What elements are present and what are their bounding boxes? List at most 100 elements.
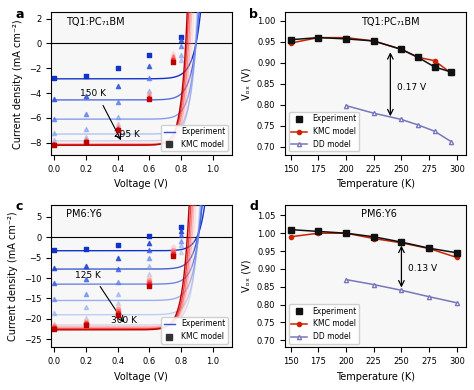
Point — [114, 127, 121, 133]
Point — [114, 308, 121, 314]
Point — [114, 303, 121, 310]
X-axis label: Temperature (K): Temperature (K) — [336, 179, 415, 190]
Point — [177, 37, 185, 43]
Point — [82, 126, 90, 132]
Point — [51, 96, 58, 103]
Point — [114, 266, 121, 272]
Point — [146, 240, 153, 246]
Point — [146, 283, 153, 289]
Point — [169, 250, 177, 257]
Point — [146, 275, 153, 281]
Legend: Experiment, KMC model, DD model: Experiment, KMC model, DD model — [289, 304, 359, 344]
Point — [146, 279, 153, 285]
Point — [146, 281, 153, 287]
Point — [82, 263, 90, 269]
Point — [146, 51, 153, 58]
Text: 0.17 V: 0.17 V — [397, 83, 426, 92]
Point — [146, 255, 153, 261]
Point — [177, 43, 185, 49]
Point — [169, 252, 177, 259]
Y-axis label: Vₒₓ (V): Vₒₓ (V) — [241, 67, 251, 100]
Y-axis label: Current density (mA cm⁻²): Current density (mA cm⁻²) — [9, 211, 18, 341]
Point — [51, 141, 58, 147]
Point — [114, 99, 121, 105]
Point — [114, 124, 121, 130]
Point — [51, 130, 58, 136]
Point — [82, 315, 90, 321]
Text: 295 K: 295 K — [114, 129, 140, 138]
Text: TQ1:PC₇₁BM: TQ1:PC₇₁BM — [65, 17, 124, 27]
Text: 300 K: 300 K — [111, 316, 137, 325]
Text: PM6:Y6: PM6:Y6 — [361, 209, 397, 219]
Point — [146, 95, 153, 101]
Point — [146, 91, 153, 98]
Point — [82, 246, 90, 252]
Point — [82, 111, 90, 117]
Point — [51, 321, 58, 327]
Point — [51, 116, 58, 122]
Text: c: c — [15, 200, 22, 213]
Text: 0.13 V: 0.13 V — [408, 264, 437, 273]
Point — [114, 125, 121, 131]
Text: d: d — [249, 200, 258, 213]
Point — [114, 83, 121, 89]
Point — [51, 247, 58, 254]
Point — [146, 87, 153, 94]
Point — [51, 141, 58, 147]
Point — [51, 324, 58, 330]
Point — [177, 238, 185, 244]
Point — [51, 326, 58, 332]
Point — [169, 246, 177, 253]
Point — [114, 255, 121, 262]
Point — [114, 291, 121, 297]
Point — [82, 319, 90, 325]
Text: PM6:Y6: PM6:Y6 — [65, 209, 101, 219]
Text: a: a — [15, 8, 24, 21]
Point — [51, 265, 58, 271]
Point — [51, 280, 58, 286]
Point — [177, 232, 185, 238]
Point — [114, 113, 121, 120]
Point — [146, 90, 153, 96]
Point — [146, 63, 153, 69]
Legend: Experiment, KMC model, DD model: Experiment, KMC model, DD model — [289, 112, 359, 151]
Point — [82, 133, 90, 140]
Point — [114, 310, 121, 316]
Point — [82, 291, 90, 298]
Point — [51, 75, 58, 82]
Y-axis label: Vₒₓ (V): Vₒₓ (V) — [241, 260, 251, 292]
Point — [177, 51, 185, 58]
Point — [51, 296, 58, 302]
Point — [82, 138, 90, 145]
Point — [51, 322, 58, 328]
Legend: Experiment, KMC model: Experiment, KMC model — [162, 125, 228, 151]
X-axis label: Temperature (K): Temperature (K) — [336, 372, 415, 382]
Point — [114, 241, 121, 248]
Point — [51, 310, 58, 316]
Point — [169, 245, 177, 251]
Point — [169, 57, 177, 63]
Point — [114, 65, 121, 71]
Point — [146, 233, 153, 239]
Point — [114, 279, 121, 285]
Text: 125 K: 125 K — [75, 271, 101, 280]
Point — [169, 59, 177, 65]
Legend: Experiment, KMC model: Experiment, KMC model — [162, 317, 228, 344]
Text: b: b — [249, 8, 258, 21]
Point — [82, 321, 90, 327]
Point — [114, 126, 121, 132]
Point — [82, 322, 90, 328]
Point — [82, 73, 90, 79]
Point — [146, 94, 153, 100]
Point — [51, 137, 58, 144]
Point — [114, 312, 121, 318]
Point — [82, 92, 90, 99]
Point — [51, 323, 58, 329]
Point — [177, 224, 185, 230]
Point — [51, 140, 58, 146]
Point — [114, 121, 121, 127]
Point — [82, 136, 90, 142]
Point — [114, 305, 121, 312]
Point — [51, 142, 58, 148]
Point — [177, 57, 185, 63]
